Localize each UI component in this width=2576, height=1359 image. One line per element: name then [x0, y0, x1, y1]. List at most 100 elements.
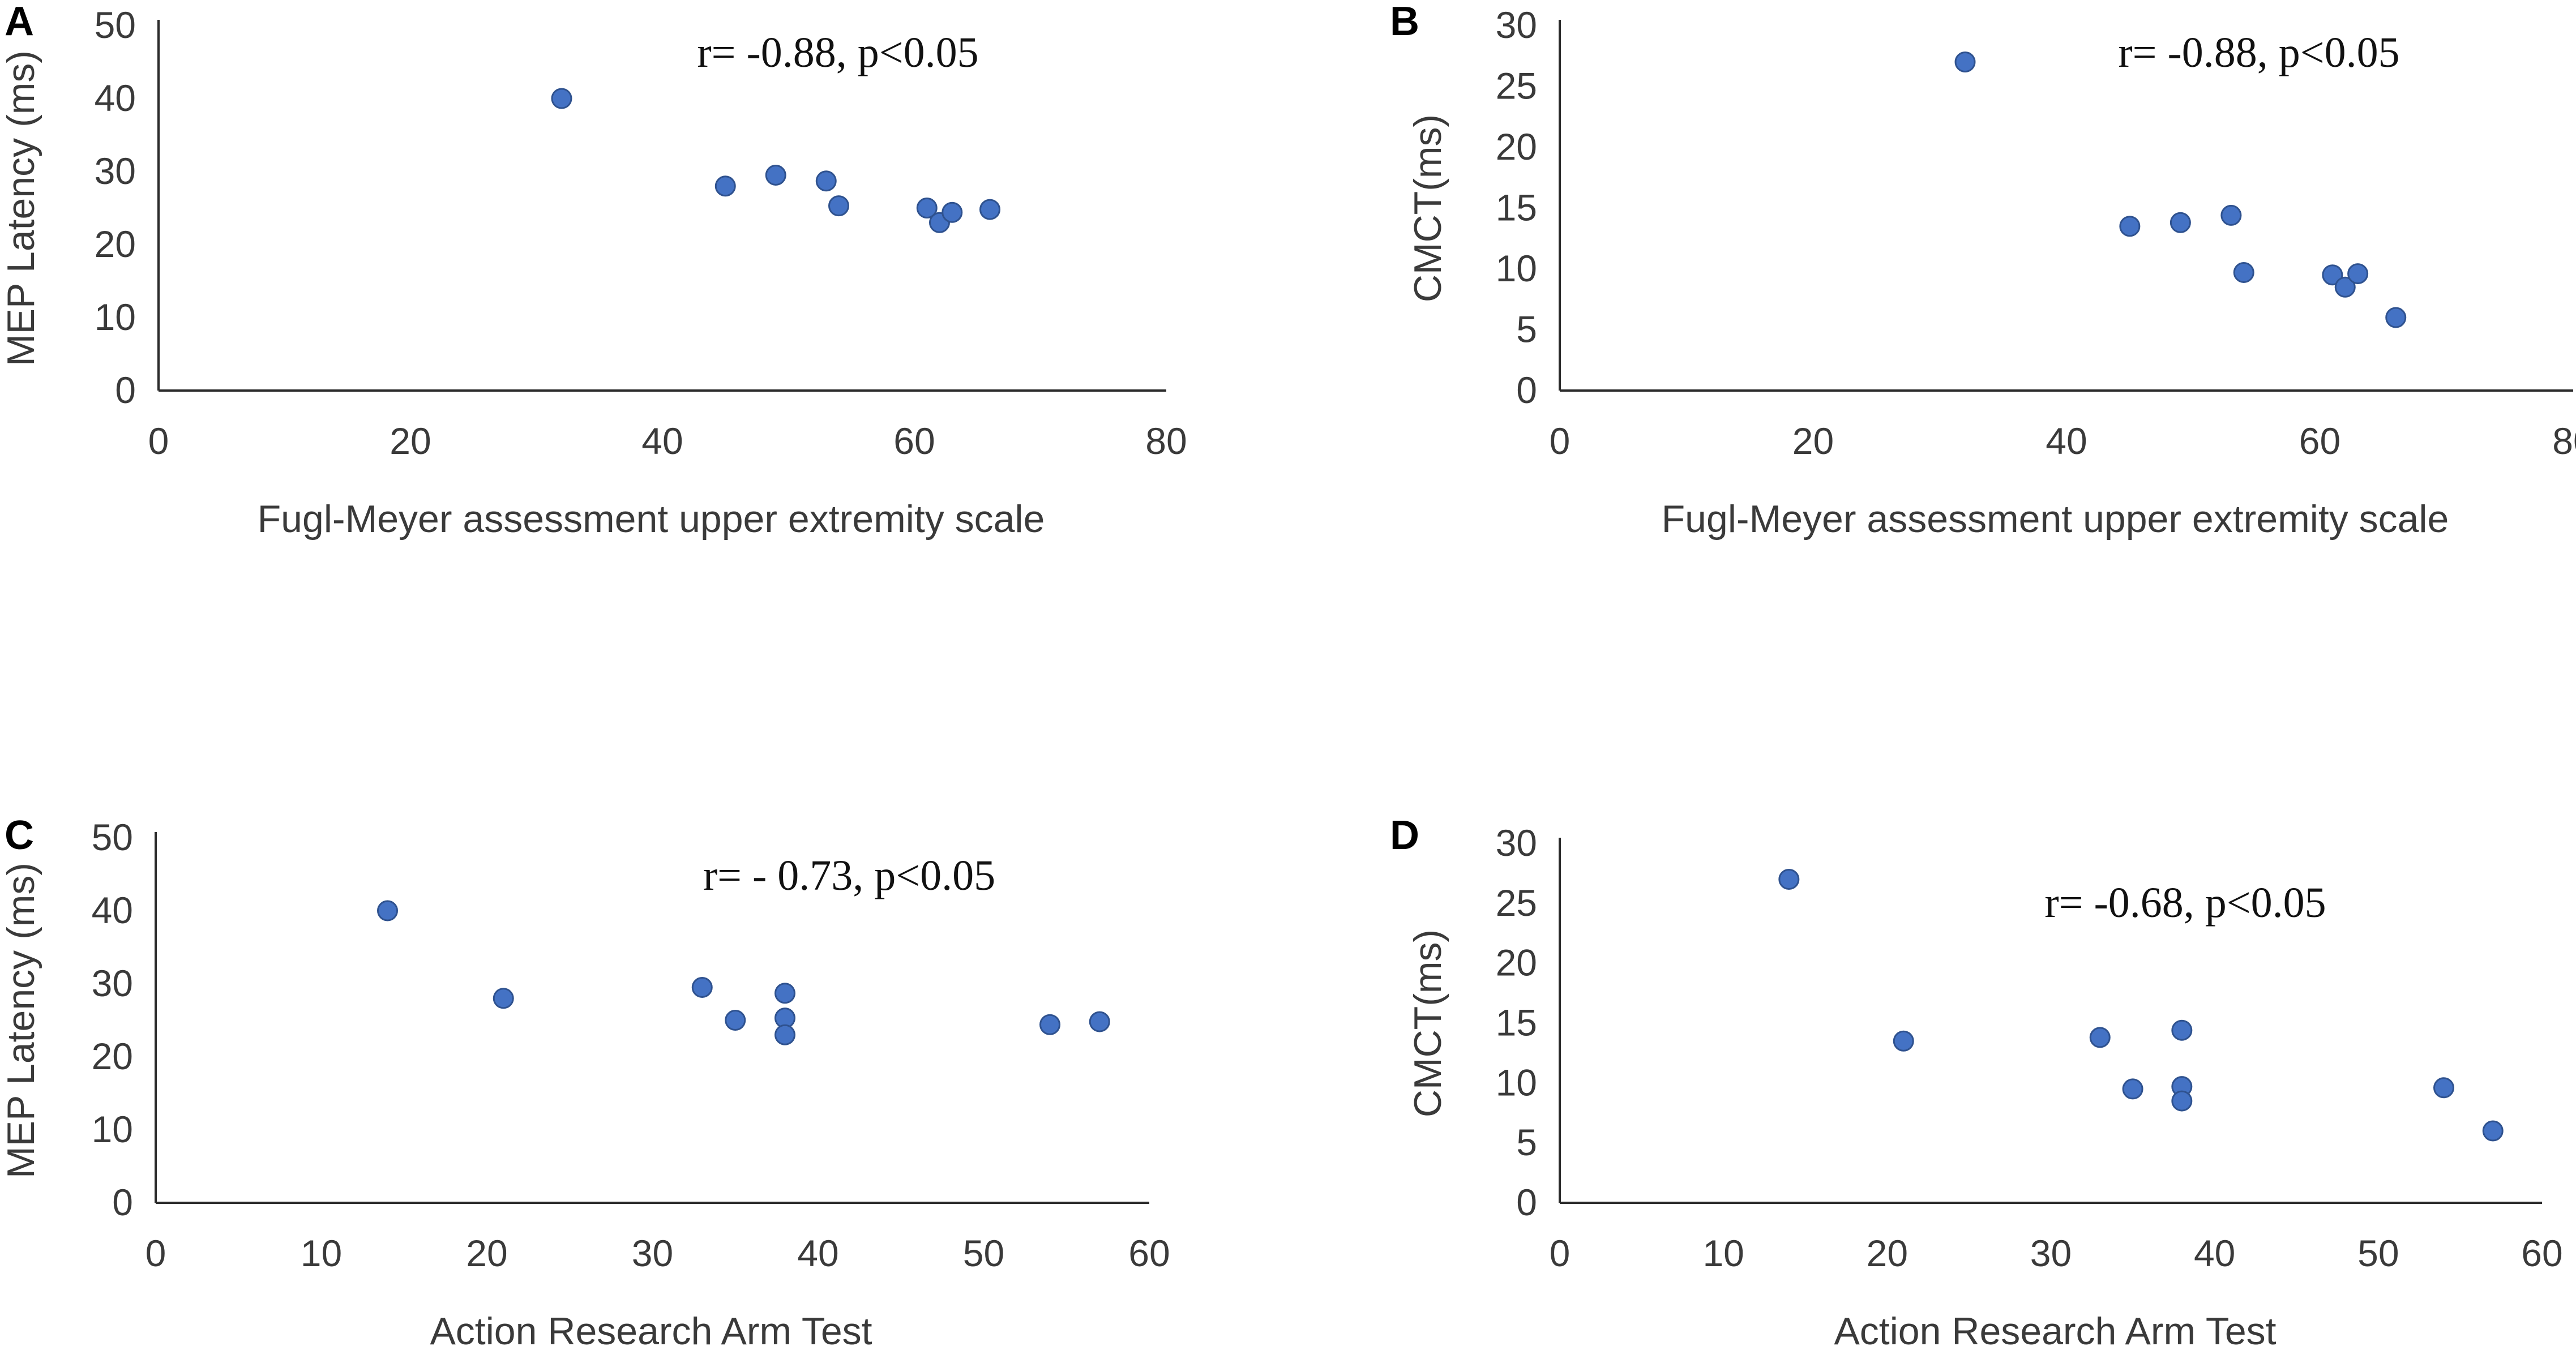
x-tick-label: 40: [797, 1232, 838, 1274]
y-tick-label: 10: [1496, 247, 1537, 289]
data-point: [714, 175, 736, 197]
x-tick-label: 30: [632, 1232, 673, 1274]
y-tick-label: 50: [92, 816, 133, 858]
y-tick-label: 0: [112, 1181, 133, 1223]
y-tick-label: 10: [1496, 1061, 1537, 1103]
x-tick-label: 30: [2030, 1232, 2072, 1274]
y-tick-label: 50: [95, 4, 136, 46]
x-tick-label: 60: [2299, 420, 2340, 462]
data-point: [815, 170, 837, 192]
x-tick-label: 80: [2552, 420, 2576, 462]
data-point: [774, 1024, 795, 1045]
panel-b: 0 5 10 15 20 25 30 0 20 40 60 80 r= -0.88, p<0.05 Fug…: [1390, 0, 2576, 541]
y-tick-label: 20: [95, 223, 136, 265]
data-point: [2220, 204, 2242, 226]
data-point: [2171, 1019, 2193, 1041]
x-tick-label: 40: [2194, 1232, 2235, 1274]
panel-a: 0 10 20 30 40 50 0 20 40 60 80 r= -0.88, p<0.05 Fugl…: [0, 0, 1187, 541]
y-axis-title: CMCT(ms): [1406, 929, 1449, 1117]
data-point: [916, 198, 938, 218]
x-axis-title: Action Research Arm Test: [1834, 1310, 2276, 1353]
panel-d: 0 5 10 15 20 25 30 0 10 20 30 40 50 60 r= -0.68, p<0.0…: [1390, 813, 2563, 1353]
data-point: [2433, 1077, 2454, 1099]
data-point: [2119, 216, 2141, 237]
correlation-annotation: r= - 0.73, p<0.05: [703, 852, 995, 899]
data-point: [2171, 1090, 2193, 1112]
y-tick-label: 40: [92, 889, 133, 931]
y-tick-label: 10: [92, 1108, 133, 1150]
x-tick-label: 20: [1792, 420, 1834, 462]
x-tick-label: 60: [2521, 1232, 2562, 1274]
y-axis-title: MEP Latency (ms): [0, 50, 42, 366]
data-point: [2322, 264, 2343, 286]
data-point: [551, 88, 572, 109]
x-tick-label: 10: [301, 1232, 342, 1274]
data-point: [942, 202, 963, 223]
data-point: [774, 983, 795, 1004]
y-tick-label: 25: [1496, 65, 1537, 107]
x-tick-label: 80: [1145, 420, 1187, 462]
y-tick-label: 30: [92, 962, 133, 1004]
data-point: [2233, 261, 2254, 283]
data-point: [2482, 1120, 2504, 1142]
x-tick-label: 60: [1128, 1232, 1170, 1274]
y-tick-label: 15: [1496, 187, 1537, 229]
y-axis-title: CMCT(ms): [1406, 114, 1449, 302]
y-tick-label: 0: [115, 369, 136, 411]
y-tick-label: 10: [95, 296, 136, 338]
x-tick-label: 40: [2046, 420, 2087, 462]
y-tick-label: 20: [92, 1035, 133, 1077]
x-axis-title: Fugl-Meyer assessment upper extremity sc…: [1662, 498, 2449, 541]
correlation-annotation: r= -0.88, p<0.05: [2118, 29, 2399, 76]
data-point: [691, 976, 713, 998]
x-tick-label: 0: [148, 420, 169, 462]
x-tick-label: 40: [641, 420, 683, 462]
y-tick-label: 25: [1496, 882, 1537, 924]
y-tick-label: 20: [1496, 126, 1537, 168]
data-point: [1954, 52, 1976, 72]
data-point: [1893, 1030, 1914, 1052]
x-axis-title: Fugl-Meyer assessment upper extremity sc…: [258, 498, 1045, 541]
panel-label: C: [5, 813, 34, 858]
y-tick-label: 40: [95, 77, 136, 119]
y-tick-label: 30: [1496, 822, 1537, 864]
y-tick-label: 5: [1516, 1121, 1537, 1163]
correlation-annotation: r= -0.68, p<0.05: [2044, 879, 2326, 927]
x-tick-label: 0: [146, 1232, 166, 1274]
y-tick-label: 20: [1496, 942, 1537, 984]
y-tick-label: 30: [1496, 4, 1537, 46]
y-tick-label: 15: [1496, 1002, 1537, 1044]
correlation-annotation: r= -0.88, p<0.05: [697, 29, 978, 76]
data-point: [828, 195, 849, 217]
y-tick-label: 5: [1516, 308, 1537, 350]
x-tick-label: 50: [2357, 1232, 2399, 1274]
panel-c: 0 10 20 30 40 50 0 10 20 30 40 50 60 r= - 0.73, p<0.0…: [0, 813, 1170, 1353]
data-point: [2385, 307, 2407, 328]
x-tick-label: 0: [1550, 420, 1571, 462]
x-tick-label: 10: [1702, 1232, 1744, 1274]
data-point: [1778, 869, 1800, 890]
panel-label: A: [5, 0, 34, 44]
data-point: [765, 164, 786, 186]
data-point: [2170, 212, 2191, 233]
x-tick-label: 60: [893, 420, 935, 462]
y-axis-title: MEP Latency (ms): [0, 863, 42, 1178]
x-axis-title: Action Research Arm Test: [430, 1310, 872, 1353]
data-point: [377, 900, 398, 921]
x-tick-label: 20: [466, 1232, 507, 1274]
x-tick-label: 20: [390, 420, 431, 462]
data-point: [1089, 1011, 1110, 1032]
data-point: [725, 1010, 746, 1031]
x-tick-label: 50: [963, 1232, 1004, 1274]
y-tick-label: 30: [95, 150, 136, 192]
x-tick-label: 0: [1550, 1232, 1571, 1274]
panel-label: B: [1390, 0, 1419, 44]
x-tick-label: 20: [1867, 1232, 1908, 1274]
data-point: [2347, 263, 2369, 285]
y-tick-label: 0: [1516, 1181, 1537, 1223]
data-point: [979, 199, 1000, 220]
data-point: [2089, 1027, 2111, 1048]
panel-label: D: [1390, 813, 1419, 858]
y-tick-label: 0: [1516, 369, 1537, 411]
